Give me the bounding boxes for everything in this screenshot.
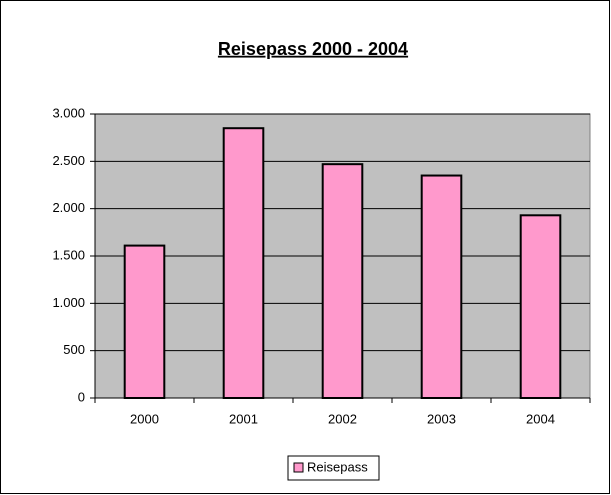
y-tick-label: 1.000 [52, 295, 85, 310]
x-tick-label: 2001 [229, 411, 258, 426]
y-tick-label: 0 [78, 389, 85, 404]
y-tick-label: 2.000 [52, 200, 85, 215]
y-tick-label: 2.500 [52, 153, 85, 168]
bar [123, 244, 166, 399]
x-tick-label: 2004 [526, 411, 555, 426]
x-tick-label: 2002 [328, 411, 357, 426]
bar [321, 163, 364, 399]
y-tick-label: 500 [63, 342, 85, 357]
y-tick-label: 1.500 [52, 247, 85, 262]
chart-title: Reisepass 2000 - 2004 [218, 39, 408, 59]
legend-label: Reisepass [307, 459, 368, 474]
bar [420, 174, 463, 399]
bar [222, 127, 265, 399]
y-tick-label: 3.000 [52, 105, 85, 120]
x-tick-label: 2000 [130, 411, 159, 426]
legend-swatch [293, 462, 304, 473]
bar [519, 214, 562, 399]
x-tick-label: 2003 [427, 411, 456, 426]
